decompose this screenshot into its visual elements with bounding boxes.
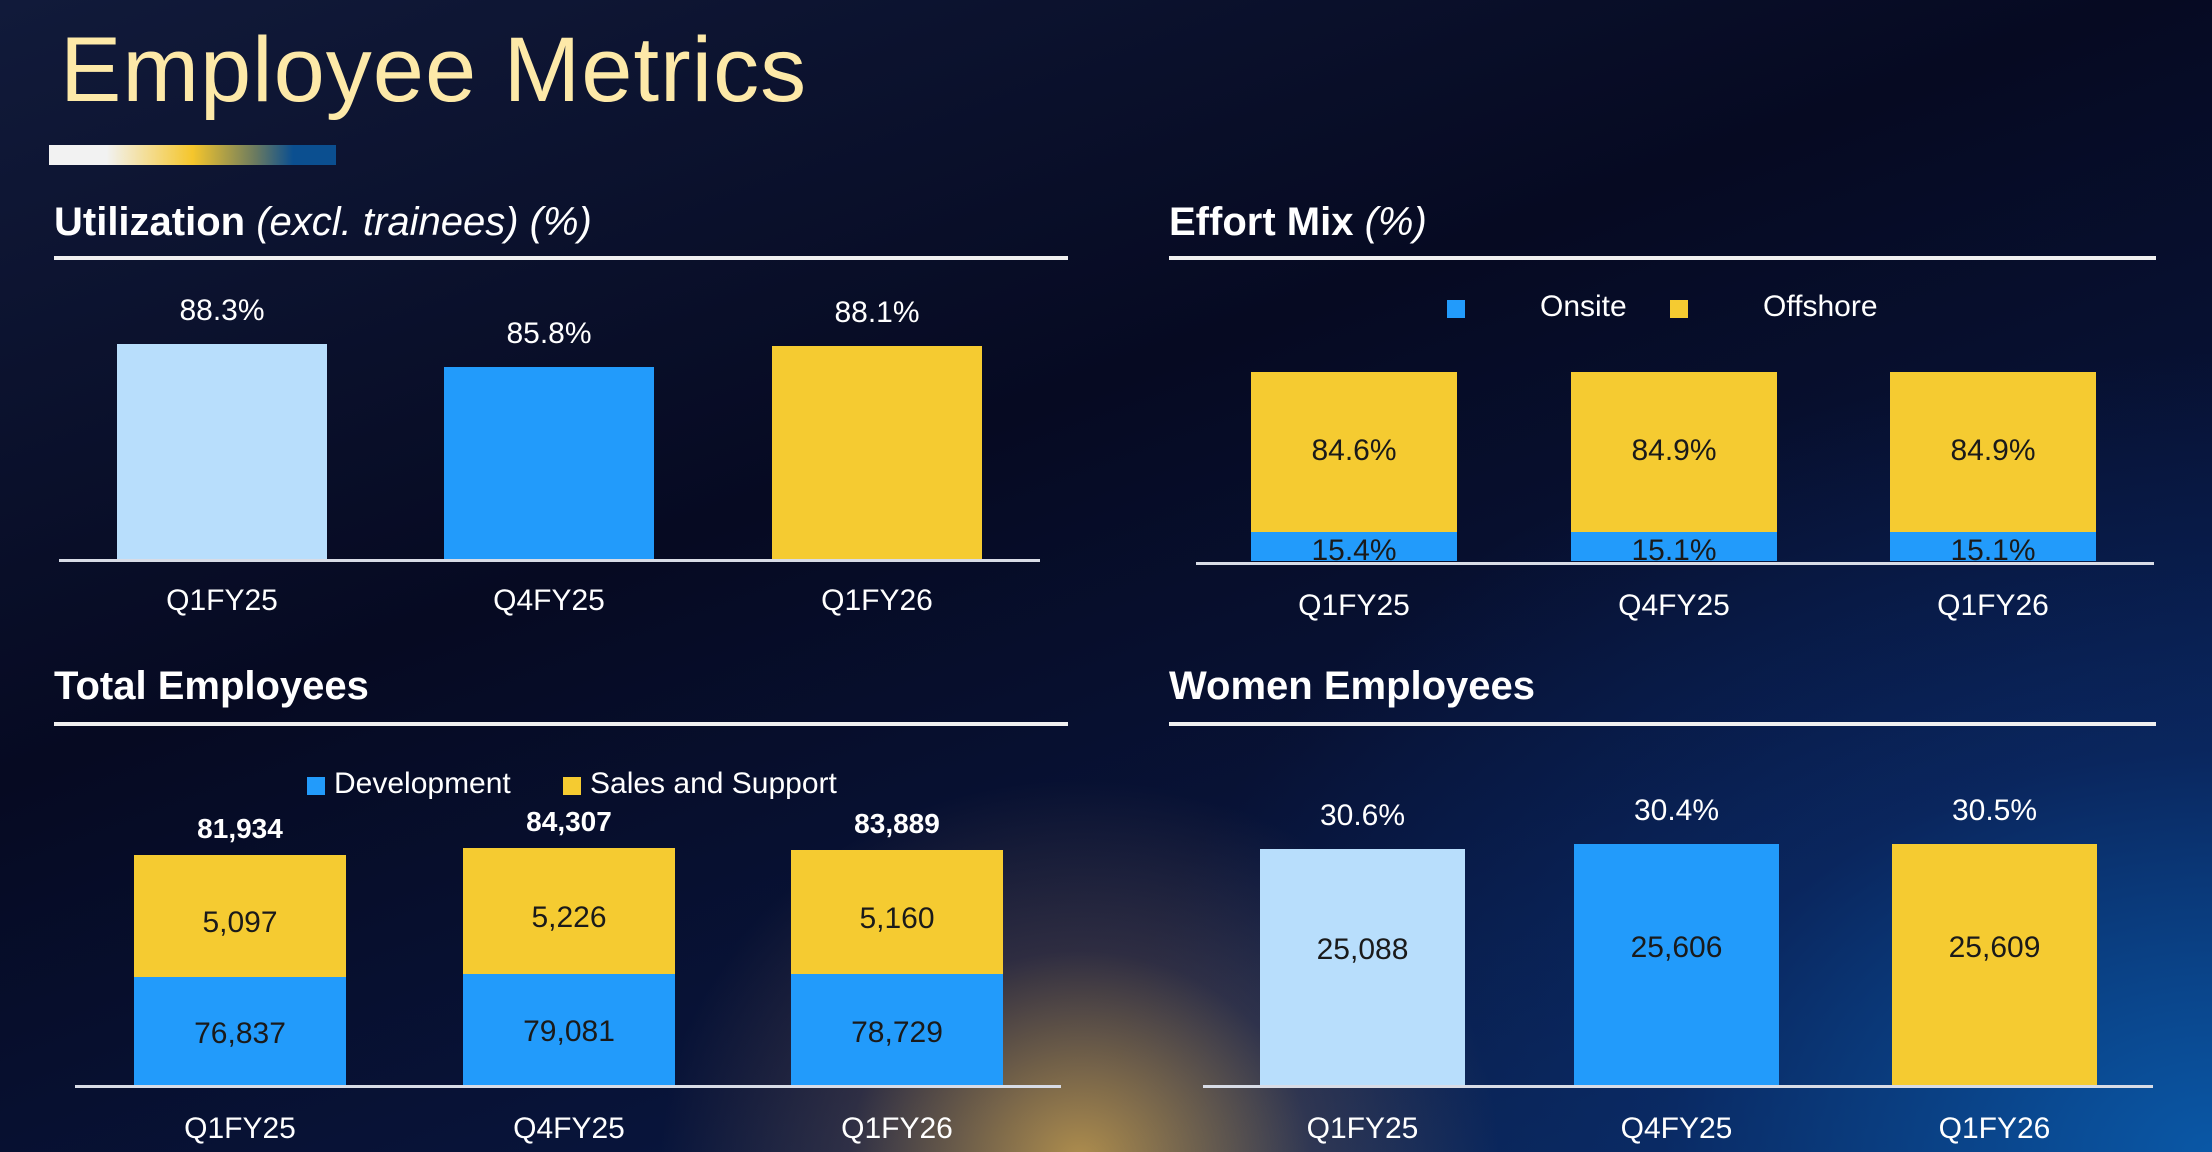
utilization-axis-line [59, 559, 1040, 562]
utilization-bar [772, 345, 982, 559]
total-employees-rule [54, 722, 1068, 726]
sales-value-label: 5,160 [859, 901, 935, 935]
total-value-label: 81,934 [197, 813, 283, 844]
women-axis-line [1203, 1085, 2153, 1088]
women-category-label: Q1FY26 [1938, 1112, 2051, 1145]
total-category-label: Q1FY25 [184, 1112, 296, 1145]
utilization-heading: Utilization (excl. trainees) (%) [54, 200, 592, 245]
page-title: Employee Metrics [60, 19, 808, 121]
onsite-value-label: 15.4% [1311, 533, 1397, 567]
women-value-label: 25,606 [1630, 930, 1723, 964]
utilization-bar [117, 344, 327, 559]
effort-category-label: Q1FY25 [1298, 589, 1410, 622]
onsite-bar-segment [1571, 532, 1777, 561]
onsite-bar-segment [1251, 531, 1457, 561]
women-percent-label: 30.4% [1633, 794, 1720, 828]
utilization-category-label: Q1FY26 [821, 584, 933, 617]
utilization-bar [444, 366, 654, 559]
offshore-value-label: 84.6% [1311, 433, 1397, 467]
utilization-value-label: 88.3% [179, 294, 265, 328]
utilization-category-label: Q4FY25 [493, 584, 605, 617]
offshore-value-label: 84.9% [1950, 434, 2036, 468]
women-bar [1892, 844, 2097, 1085]
effort-category-label: Q1FY26 [1937, 589, 2049, 622]
utilization-category-label: Q1FY25 [166, 584, 278, 617]
total-category-label: Q1FY26 [841, 1112, 953, 1145]
legend-development-swatch [307, 777, 325, 795]
development-value-label: 79,081 [523, 1015, 615, 1049]
effort-mix-rule [1169, 256, 2156, 260]
utilization-value-label: 85.8% [506, 316, 592, 350]
development-value-label: 76,837 [194, 1016, 286, 1050]
total-axis-line [75, 1085, 1061, 1088]
offshore-bar-segment [1890, 372, 2096, 533]
onsite-value-label: 15.1% [1631, 534, 1717, 568]
development-bar-segment [791, 974, 1003, 1085]
development-bar-segment [134, 976, 346, 1085]
women-category-label: Q1FY25 [1306, 1112, 1419, 1145]
total-category-label: Q4FY25 [513, 1112, 625, 1145]
offshore-bar-segment [1251, 372, 1457, 532]
sales-bar-segment [463, 848, 675, 974]
legend-offshore-label: Offshore [1763, 290, 1878, 323]
onsite-bar-segment [1890, 532, 2096, 561]
utilization-value-label: 88.1% [834, 295, 920, 329]
utilization-rule [54, 256, 1068, 260]
sales-value-label: 5,226 [531, 901, 607, 935]
total-value-label: 83,889 [854, 807, 940, 839]
legend-sales-swatch [563, 777, 581, 795]
offshore-bar-segment [1571, 372, 1777, 533]
effort-axis-line [1196, 562, 2154, 565]
legend-development-label: Development [334, 767, 511, 800]
development-value-label: 78,729 [851, 1015, 943, 1049]
legend-offshore-swatch [1670, 300, 1688, 318]
title-accent-bar [49, 145, 336, 165]
sales-value-label: 5,097 [202, 905, 278, 939]
sales-bar-segment [791, 849, 1003, 975]
legend-onsite-swatch [1447, 300, 1465, 318]
utilization-title-suffix: (excl. trainees) (%) [256, 200, 592, 244]
total-value-label: 84,307 [526, 806, 612, 838]
effort-mix-title: Effort Mix [1169, 200, 1354, 244]
women-category-label: Q4FY25 [1620, 1112, 1733, 1145]
women-value-label: 25,609 [1948, 930, 2041, 964]
women-employees-rule [1169, 722, 2156, 726]
total-employees-heading: Total Employees [54, 664, 369, 708]
legend-onsite-label: Onsite [1540, 290, 1627, 323]
women-percent-label: 30.6% [1319, 799, 1406, 832]
legend-sales-label: Sales and Support [590, 767, 837, 800]
effort-mix-title-suffix: (%) [1364, 200, 1427, 244]
utilization-title: Utilization [54, 200, 246, 244]
women-value-label: 25,088 [1316, 933, 1409, 966]
onsite-value-label: 15.1% [1950, 534, 2036, 568]
development-bar-segment [463, 973, 675, 1085]
sales-bar-segment [134, 855, 346, 977]
offshore-value-label: 84.9% [1631, 434, 1717, 468]
women-bar [1574, 844, 1779, 1085]
effort-category-label: Q4FY25 [1618, 589, 1730, 622]
effort-mix-heading: Effort Mix (%) [1169, 200, 1427, 245]
women-employees-heading: Women Employees [1169, 664, 1536, 708]
women-percent-label: 30.5% [1951, 794, 2038, 828]
women-bar [1260, 849, 1465, 1085]
